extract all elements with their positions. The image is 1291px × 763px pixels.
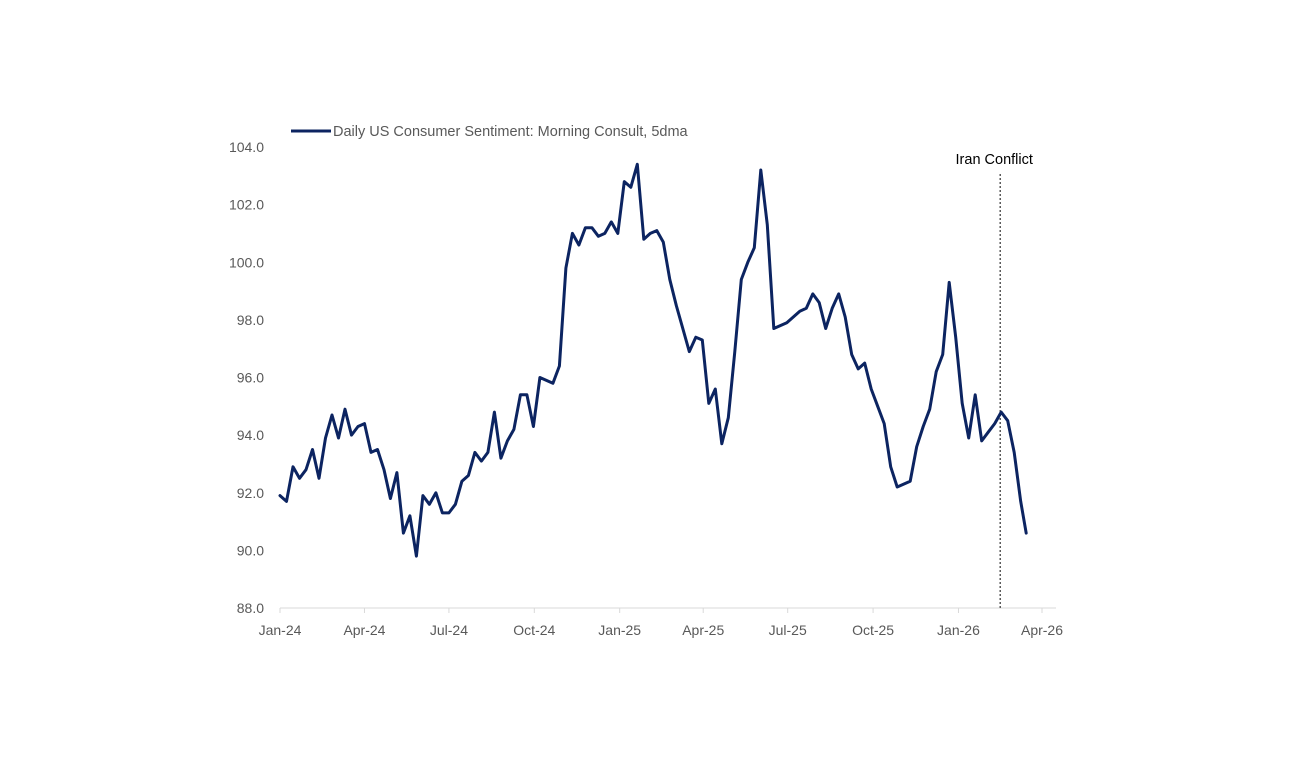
x-tick-label: Jan-24 — [259, 622, 302, 638]
legend-label: Daily US Consumer Sentiment: Morning Con… — [333, 124, 689, 140]
x-tick-label: Jul-25 — [769, 622, 807, 638]
y-tick-label: 92.0 — [237, 485, 264, 501]
y-tick-label: 102.0 — [229, 197, 264, 213]
x-tick-label: Oct-25 — [852, 622, 894, 638]
y-axis-tick-labels: 88.0 90.0 92.0 94.0 96.0 98.0 100.0 102.0 104.0 — [229, 139, 264, 616]
x-tick-label: Apr-24 — [343, 622, 385, 638]
x-tick-label: Apr-26 — [1021, 622, 1063, 638]
x-tick-label: Jul-24 — [430, 622, 468, 638]
y-tick-label: 96.0 — [237, 370, 264, 386]
x-axis-tick-labels: Jan-24 Apr-24 Jul-24 Oct-24 Jan-25 Apr-25 Jul-… — [259, 622, 1064, 638]
y-tick-label: 94.0 — [237, 427, 264, 443]
x-tick-label: Jan-25 — [598, 622, 641, 638]
series-group — [278, 162, 1028, 558]
annotations: Iran Conflict — [956, 152, 1033, 608]
x-tick-label: Oct-24 — [513, 622, 555, 638]
y-tick-label: 98.0 — [237, 312, 264, 328]
y-tick-label: 100.0 — [229, 254, 264, 270]
y-tick-label: 90.0 — [237, 542, 264, 558]
x-tick-label: Jan-26 — [937, 622, 980, 638]
y-tick-label: 104.0 — [229, 139, 264, 155]
x-tick-label: Apr-25 — [682, 622, 724, 638]
series-line-consumer-sentiment — [278, 162, 1028, 558]
y-tick-label: 88.0 — [237, 600, 264, 616]
legend: Daily US Consumer Sentiment: Morning Con… — [291, 124, 689, 140]
x-axis-ticks — [279, 608, 1043, 613]
iran-conflict-label: Iran Conflict — [956, 152, 1033, 168]
